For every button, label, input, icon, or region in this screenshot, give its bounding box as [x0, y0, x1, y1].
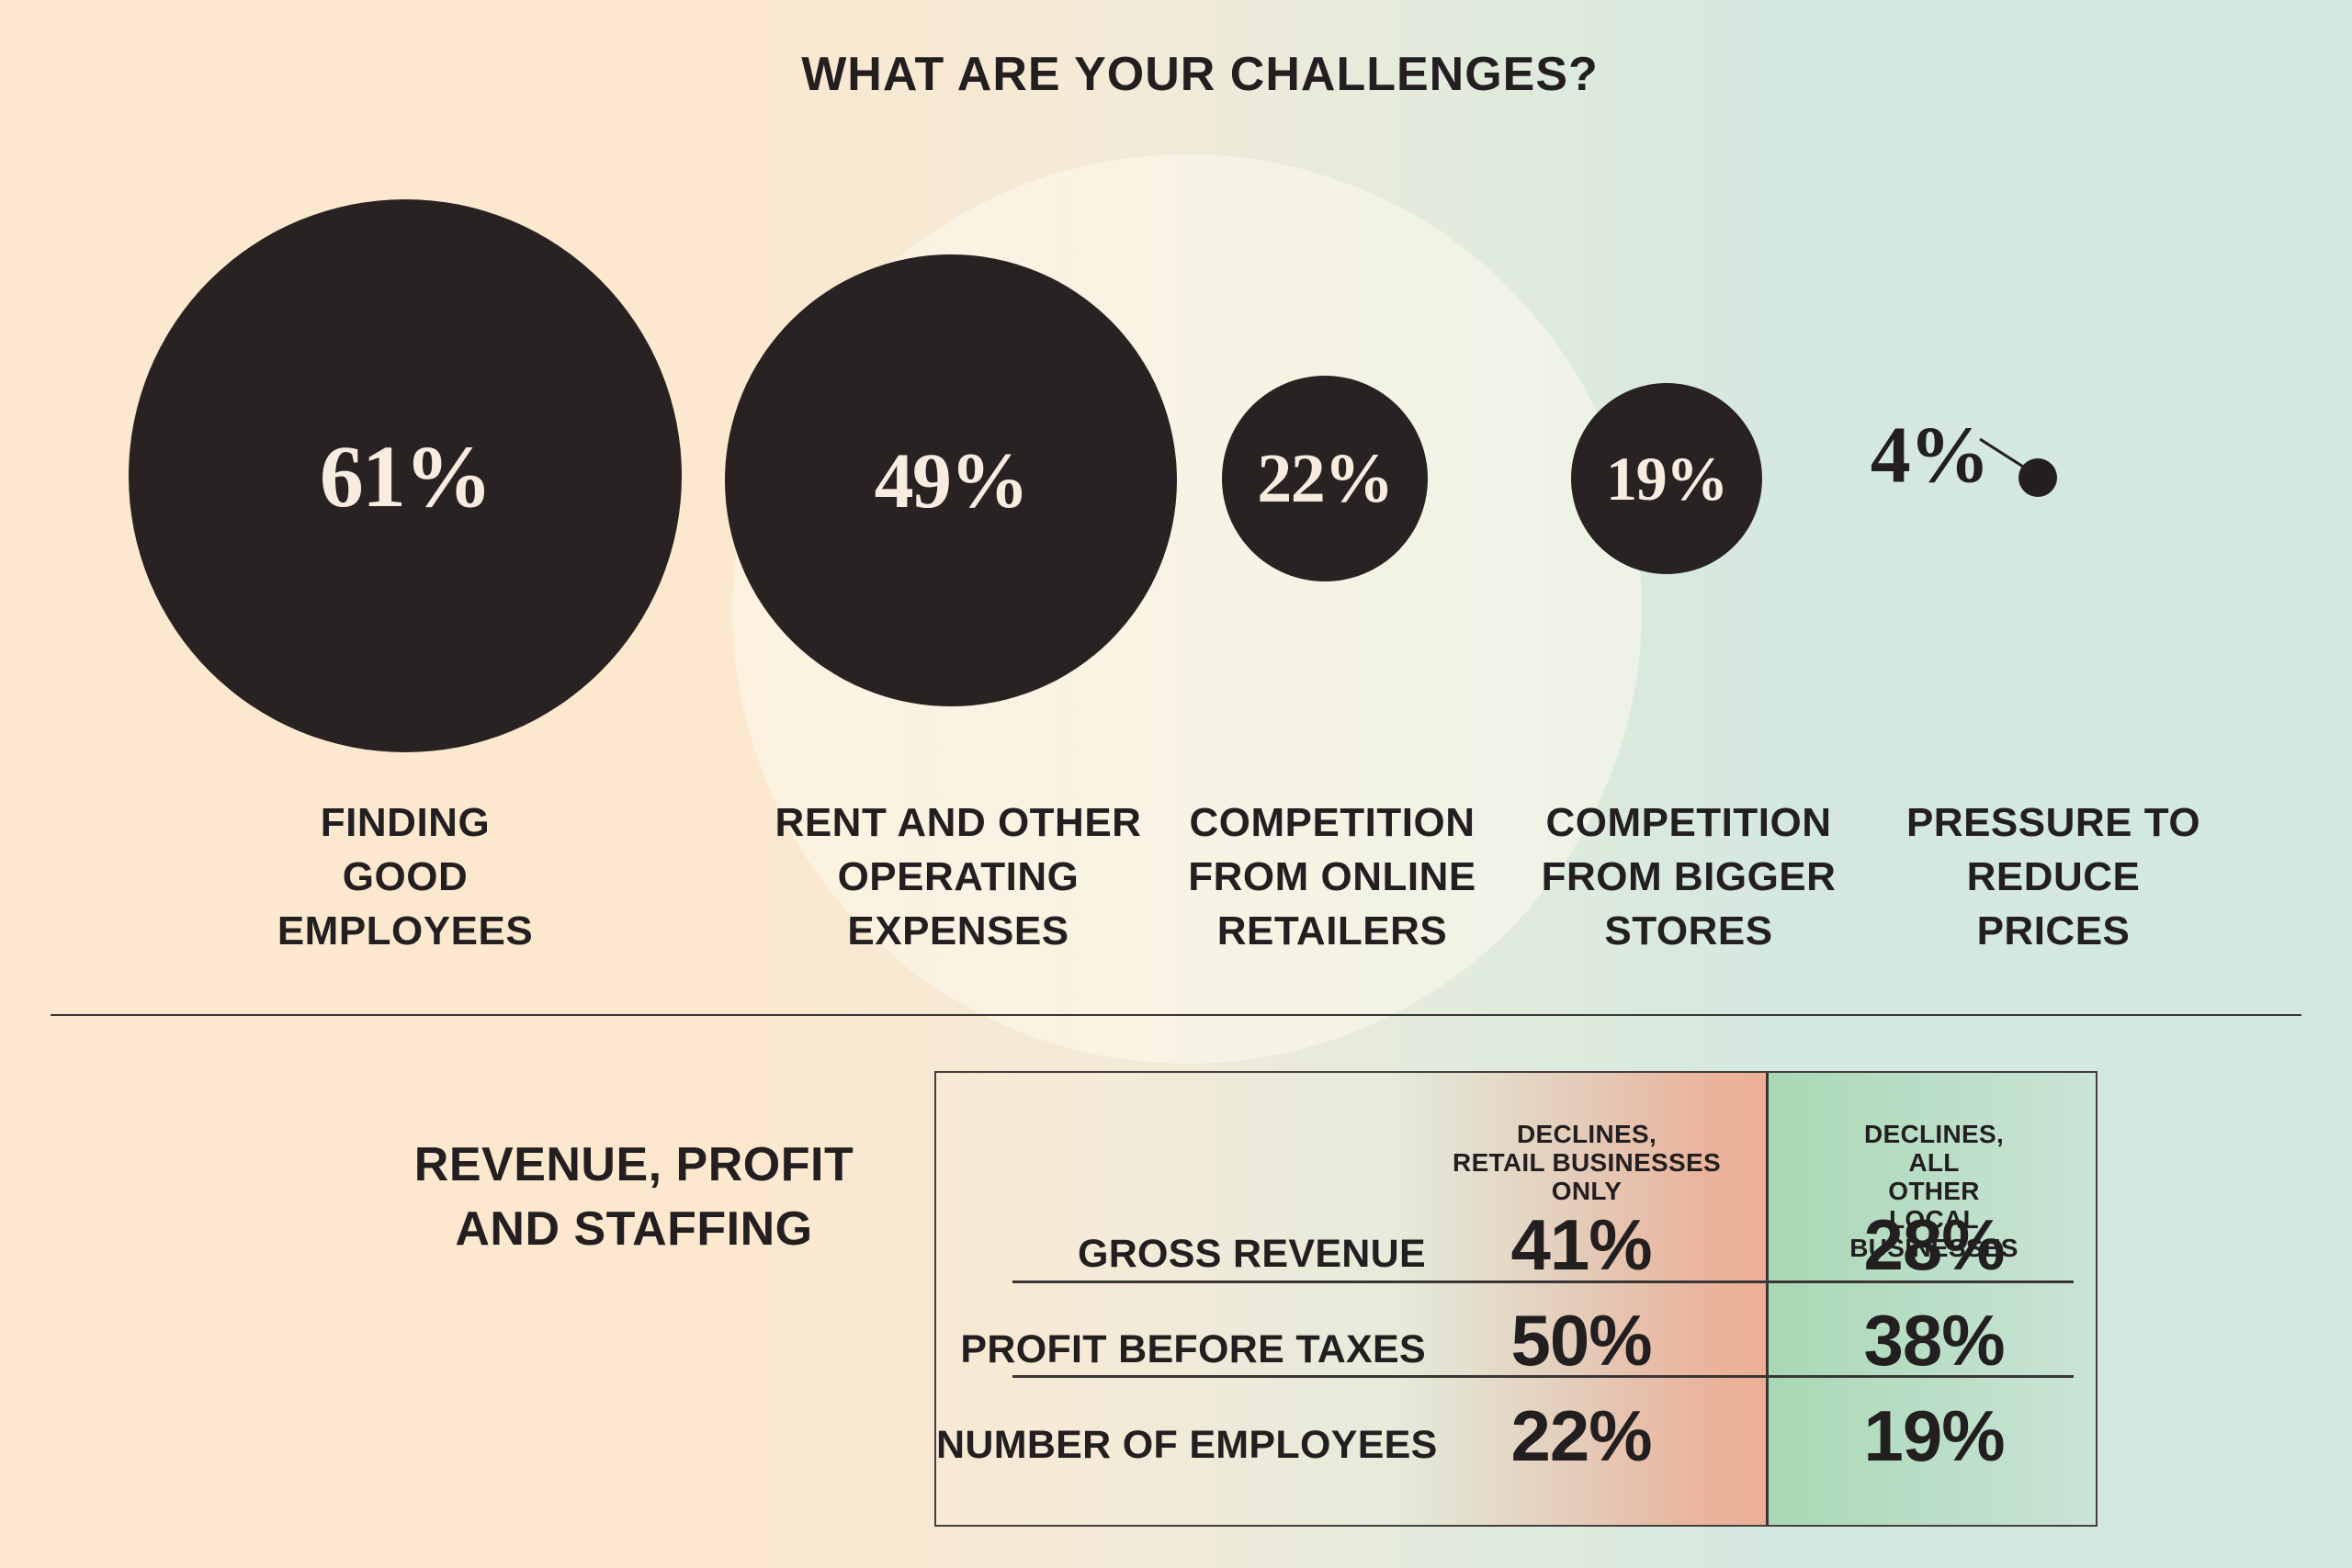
- value-number-of-employees-other: 19%: [1863, 1395, 2005, 1476]
- column-header-retail: DECLINES, RETAIL BUSINESSES ONLY: [1453, 1120, 1721, 1205]
- value-number-of-employees-retail: 22%: [1510, 1395, 1652, 1476]
- value-gross-revenue-other: 28%: [1863, 1204, 2005, 1285]
- bubble-value: 19%: [1606, 443, 1728, 513]
- challenge-bubble-finding-employees: 61%: [129, 199, 682, 752]
- bubble-value: 22%: [1257, 439, 1394, 517]
- challenge-bubble-online-retailers: 22%: [1222, 376, 1428, 581]
- section-title: REVENUE, PROFIT AND STAFFING: [413, 1138, 854, 1257]
- challenge-bubble-rent-expenses: 49%: [725, 254, 1177, 706]
- column-header-other-local: DECLINES, ALL OTHER LOCAL BUSINESSES: [1849, 1120, 2018, 1262]
- challenge-label-bigger-stores: COMPETITION FROM BIGGER STORES: [1541, 800, 1837, 953]
- row-separator: [1012, 1375, 2074, 1378]
- leader-line-and-dot: [1979, 437, 2057, 497]
- row-label-profit-before-taxes: PROFIT BEFORE TAXES: [960, 1327, 1426, 1371]
- section-divider: [51, 1014, 2301, 1016]
- value-profit-before-taxes-other: 38%: [1863, 1300, 2005, 1381]
- value-gross-revenue-retail: 41%: [1510, 1204, 1652, 1285]
- salmon-gradient-overlay: [936, 1073, 1766, 1525]
- challenge-label-rent-expenses: RENT AND OTHER OPERATING EXPENSES: [775, 800, 1142, 953]
- row-separator: [1012, 1280, 2074, 1283]
- challenge-value-reduce-prices: 4%: [1870, 411, 1990, 501]
- row-label-gross-revenue: GROSS REVENUE: [1077, 1232, 1426, 1276]
- green-column-background: [1766, 1073, 2096, 1525]
- challenge-bubble-bigger-stores: 19%: [1571, 383, 1762, 574]
- challenge-label-finding-employees: FINDING GOOD EMPLOYEES: [277, 800, 534, 953]
- page-title: WHAT ARE YOUR CHALLENGES?: [801, 47, 1599, 101]
- percentage-dot: [2018, 458, 2057, 497]
- challenge-label-online-retailers: COMPETITION FROM ONLINE RETAILERS: [1188, 800, 1476, 953]
- challenge-label-reduce-prices: PRESSURE TO REDUCE PRICES: [1905, 800, 2201, 953]
- bubble-value: 49%: [874, 436, 1030, 525]
- declines-table: DECLINES, RETAIL BUSINESSES ONLY DECLINE…: [934, 1071, 2098, 1527]
- bubble-value: 61%: [319, 426, 492, 525]
- row-label-number-of-employees: NUMBER OF EMPLOYEES: [936, 1423, 1438, 1467]
- value-profit-before-taxes-retail: 50%: [1510, 1300, 1652, 1381]
- leader-line: [1979, 437, 2024, 468]
